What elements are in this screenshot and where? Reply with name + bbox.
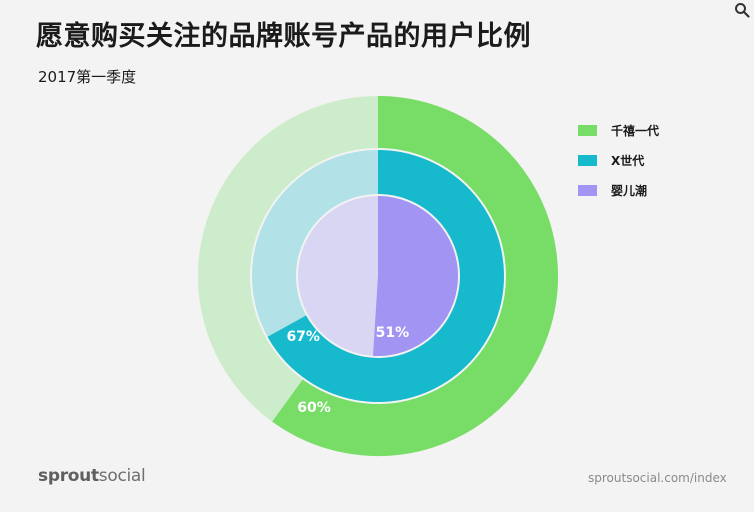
legend: 千禧一代 X世代 婴儿潮 — [578, 122, 659, 212]
legend-item: X世代 — [578, 152, 659, 168]
legend-swatch — [578, 124, 597, 136]
chart-subtitle: 2017第一季度 — [38, 68, 137, 86]
legend-label: X世代 — [611, 153, 645, 168]
source-url: sproutsocial.com/index — [588, 471, 727, 485]
legend-label: 婴儿潮 — [611, 183, 648, 198]
data-label: 60% — [297, 400, 331, 416]
pie-slice[interactable] — [372, 195, 459, 356]
legend-item: 婴儿潮 — [578, 182, 659, 198]
legend-swatch — [578, 184, 597, 196]
legend-item: 千禧一代 — [578, 122, 659, 138]
chart-title: 愿意购买关注的品牌账号产品的用户比例 — [36, 21, 531, 52]
legend-swatch — [578, 154, 597, 166]
data-label: 67% — [286, 329, 320, 345]
ring-arc[interactable] — [272, 96, 558, 456]
legend-label: 千禧一代 — [611, 123, 660, 138]
search-icon[interactable] — [734, 2, 750, 18]
ring-arc[interactable] — [267, 150, 504, 402]
sproutsocial-logo: sproutsocial — [38, 466, 146, 486]
data-label: 51% — [376, 325, 410, 341]
